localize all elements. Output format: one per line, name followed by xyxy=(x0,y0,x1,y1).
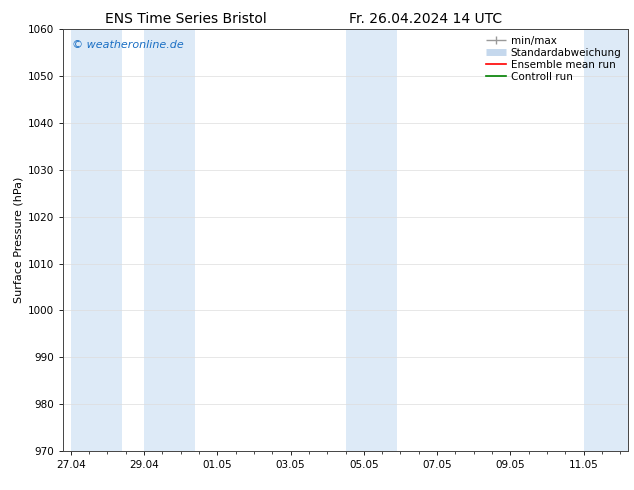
Legend: min/max, Standardabweichung, Ensemble mean run, Controll run: min/max, Standardabweichung, Ensemble me… xyxy=(482,32,624,85)
Bar xyxy=(346,29,397,451)
Bar xyxy=(584,29,628,451)
Bar xyxy=(144,29,195,451)
Y-axis label: Surface Pressure (hPa): Surface Pressure (hPa) xyxy=(14,177,24,303)
Text: ENS Time Series Bristol: ENS Time Series Bristol xyxy=(105,12,266,26)
Text: Fr. 26.04.2024 14 UTC: Fr. 26.04.2024 14 UTC xyxy=(349,12,502,26)
Bar xyxy=(71,29,122,451)
Text: © weatheronline.de: © weatheronline.de xyxy=(72,40,184,50)
